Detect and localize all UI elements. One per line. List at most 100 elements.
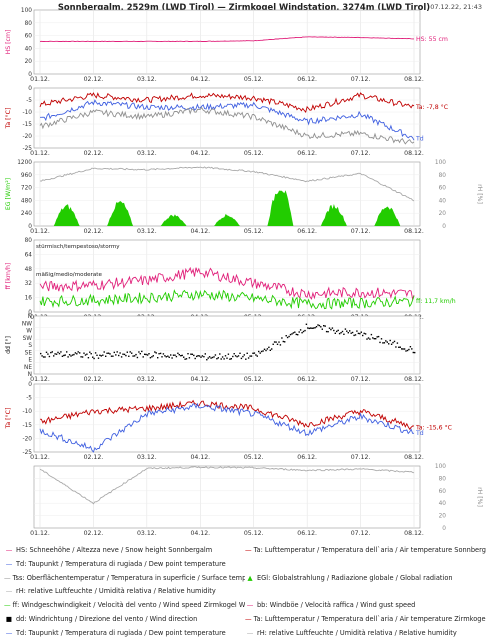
panel-2-series-2-line: [40, 99, 415, 141]
panel-5-series-1-point: [57, 351, 59, 354]
panel-5-series-1-point: [200, 356, 202, 358]
panel-5-series-1-point: [273, 341, 276, 343]
panel-5-series-1-point: [250, 355, 253, 357]
panel-5-y-tick: N: [28, 314, 32, 320]
panel-5-series-1-point: [325, 330, 328, 333]
panel-2-x-tick: 05.12.: [244, 150, 264, 157]
panel-5-series-1-point: [126, 351, 128, 353]
panel-5-x-tick: 05.12.: [244, 376, 264, 383]
panel-5-series-1-point: [377, 335, 380, 338]
panel-5-series-1-point: [193, 354, 195, 357]
panel-5-series-1-point: [330, 328, 332, 331]
panel-1-y-tick: 40: [25, 46, 33, 52]
panel-5-series-1-point: [349, 330, 351, 332]
legend-item: — rH: relative Luftfeuchte / Umidità rela…: [4, 585, 486, 599]
panel-5-series-1-point: [393, 340, 396, 343]
panel-5-series-1-point: [185, 358, 188, 360]
panel-5-series-1-point: [276, 343, 279, 345]
panel-5-series-1-point: [175, 355, 178, 358]
legend-swatch: —: [4, 601, 11, 610]
legend-swatch: ■: [5, 614, 13, 623]
panel-5-series-1-point: [311, 327, 313, 329]
panel-5-series-1-point: [196, 355, 198, 358]
panel-6-y-tick: -5: [26, 396, 32, 402]
panel-5-series-1-point: [97, 357, 100, 359]
panel-5-series-1-point: [203, 356, 205, 358]
panel-5-series-1-point: [233, 353, 235, 355]
panel-5-series-1-point: [385, 340, 387, 342]
panel-5-series-1-point: [92, 356, 94, 358]
panel-5-series-1-point: [353, 334, 355, 337]
panel-1-y-tick: 80: [25, 21, 33, 27]
panel-5-series-1-point: [259, 352, 261, 354]
legend-label: Ta: Lufttemperatur / Temperatura dell`ar…: [253, 614, 486, 623]
panel-7-y2-tick: 0: [442, 526, 446, 532]
panel-5-series-1-point: [42, 356, 45, 358]
legend-swatch: —: [245, 546, 252, 554]
panel-5-series-1-point: [334, 332, 336, 334]
panel-5-series-1-point: [102, 354, 104, 356]
panel-5-series-1-point: [221, 356, 224, 358]
panel-1-ylabel: HS [cm]: [5, 30, 12, 55]
panel-5-series-1-point: [323, 325, 325, 327]
panel-2-x-tick: 07.12.: [351, 150, 371, 157]
panel-5-y-tick: NE: [24, 365, 32, 371]
panel-5-series-1-point: [188, 357, 191, 359]
panel-3-y-tick: 0: [28, 224, 32, 230]
panel-5-series-1-point: [145, 353, 147, 356]
panel-5-series-1-point: [299, 329, 302, 331]
legend-item: — HS: Schneehöhe / Altezza neve / Snow he…: [4, 544, 245, 558]
panel-5-series-1-point: [131, 352, 133, 354]
panel-7-y2label: rH [%]: [476, 487, 483, 507]
panel-3-y-tick: 480: [21, 198, 32, 204]
panel-5-series-1-point: [297, 334, 299, 336]
panel-2-frame: [33, 87, 421, 149]
panel-5-series-1-point: [243, 354, 245, 356]
panel-5-series-1-point: [149, 357, 152, 359]
panel-5-series-1-point: [271, 348, 273, 350]
panel-5-series-1-point: [282, 340, 284, 343]
panel-4-series-1-line: [39, 266, 415, 301]
panel-5-series-1-point: [41, 355, 43, 357]
panel-5-series-1-point: [356, 330, 358, 332]
panel-5-series-1-point: [128, 355, 130, 357]
panel-5-series-1-point: [408, 348, 410, 351]
panel-1-series-1-label: HS: 55 cm: [416, 36, 448, 43]
panel-5-series-1-point: [321, 328, 323, 330]
panel-5-series-1-point: [240, 357, 243, 360]
panel-5-series-1-point: [60, 351, 62, 353]
panel-5-series-1-point: [206, 359, 208, 361]
panel-7-x-tick: 03.12.: [137, 530, 157, 537]
panel-7-y2-tick: 20: [439, 514, 447, 520]
panel-3-x-tick: 02.12.: [84, 228, 104, 235]
legend-row: — HS: Schneehöhe / Altezza neve / Snow he…: [4, 544, 486, 558]
panel-5-series-1-point: [336, 330, 338, 333]
panel-1-x-tick: 01.12.: [30, 76, 50, 83]
panel-5-series-1-point: [411, 348, 413, 350]
panel-1-y-tick: 60: [25, 34, 33, 40]
panel-5-series-1-point: [362, 334, 364, 337]
panel-5-series-1-point: [214, 354, 217, 356]
panel-5-series-1-point: [164, 355, 166, 357]
panel-5-series-1-point: [275, 341, 277, 343]
meteogram: 01.12. 02.12. 03.12. 04.12. 05.12. 06.12. 07.1…: [4, 8, 483, 537]
panel-5-series-1-point: [412, 351, 414, 354]
panel-5-series-1-point: [61, 355, 64, 357]
panel-5-series-1-point: [107, 352, 110, 354]
panel-2-y-tick: -10: [23, 110, 33, 116]
panel-5-series-1-point: [310, 327, 312, 329]
panel-4-y-tick: 48: [25, 267, 33, 273]
panel-5-y-tick: N: [28, 372, 32, 378]
legend-swatch: ▲: [247, 573, 253, 582]
panel-6-x-tick: 04.12.: [190, 454, 210, 461]
panel-5-series-1-point: [338, 332, 341, 335]
panel-2-x-tick: 02.12.: [84, 150, 104, 157]
panel-5-series-1-point: [315, 326, 318, 328]
panel-5-series-1-point: [201, 355, 204, 357]
panel-5-series-1-point: [67, 356, 69, 358]
panel-6-x-tick: 03.12.: [137, 454, 157, 461]
panel-5-series-1-point: [99, 354, 101, 356]
panel-5-series-1-point: [223, 358, 225, 360]
panel-5-series-1-point: [113, 351, 115, 354]
legend-label: ff: Windgeschwindigkeit / Velocità del v…: [12, 601, 245, 610]
